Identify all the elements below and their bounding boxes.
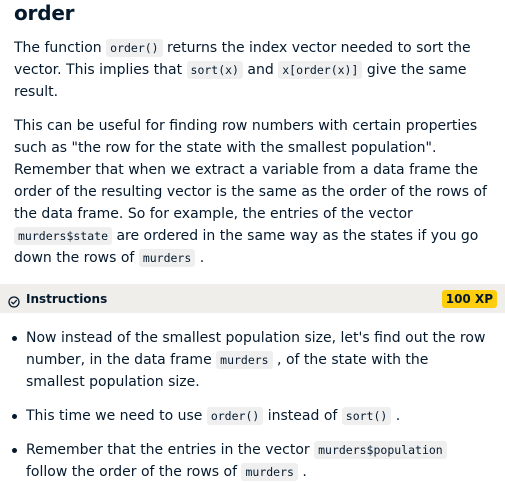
text: returns the index vector needed to sort … — [14, 40, 471, 78]
text: . — [195, 250, 205, 266]
code-murders: murders — [241, 463, 298, 481]
text: and — [242, 62, 279, 78]
check-circle-icon — [8, 293, 20, 308]
code-murders-state: murders$state — [14, 227, 113, 245]
list-item: Now instead of the smallest population s… — [0, 327, 505, 393]
paragraph-function-description: The function order() returns the index v… — [14, 37, 491, 103]
text: follow the order of the rows of — [26, 464, 242, 480]
text: instead of — [263, 408, 342, 424]
code-order: order() — [106, 39, 163, 57]
exercise-title: order — [14, 1, 75, 25]
text: The function — [14, 40, 107, 56]
text: Now instead of the smallest population s… — [26, 330, 486, 368]
code-murders: murders — [216, 351, 273, 369]
text: . — [297, 464, 307, 480]
text: , of the state with the smallest populat… — [26, 352, 429, 390]
instructions-label: Instructions — [8, 291, 108, 308]
text: give the same result. — [14, 62, 467, 100]
code-order: order() — [206, 407, 264, 425]
text: This time we need to use — [26, 408, 207, 424]
text: . — [391, 408, 401, 424]
text: This can be useful for finding row numbe… — [14, 118, 487, 222]
code-murders: murders — [138, 249, 196, 267]
instructions-header: Instructions 100 XP — [0, 284, 505, 313]
instructions-list: Now instead of the smallest population s… — [0, 327, 505, 483]
exercise-description: order The function order() returns the i… — [14, 1, 491, 269]
code-sort-x: sort(x) — [186, 61, 243, 79]
code-murders-population: murders$population — [314, 441, 447, 459]
code-x-order-x: x[order(x)] — [278, 61, 363, 79]
list-item: Remember that the entries in the vector … — [0, 439, 505, 483]
text: Remember that the entries in the vector — [26, 442, 315, 458]
text: are ordered in the same way as the state… — [14, 228, 479, 266]
instructions-title: Instructions — [26, 291, 108, 306]
paragraph-usage: This can be useful for finding row numbe… — [14, 115, 491, 269]
xp-badge: 100 XP — [441, 289, 497, 308]
code-sort: sort() — [341, 407, 392, 425]
list-item: This time we need to use order() instead… — [0, 405, 505, 427]
